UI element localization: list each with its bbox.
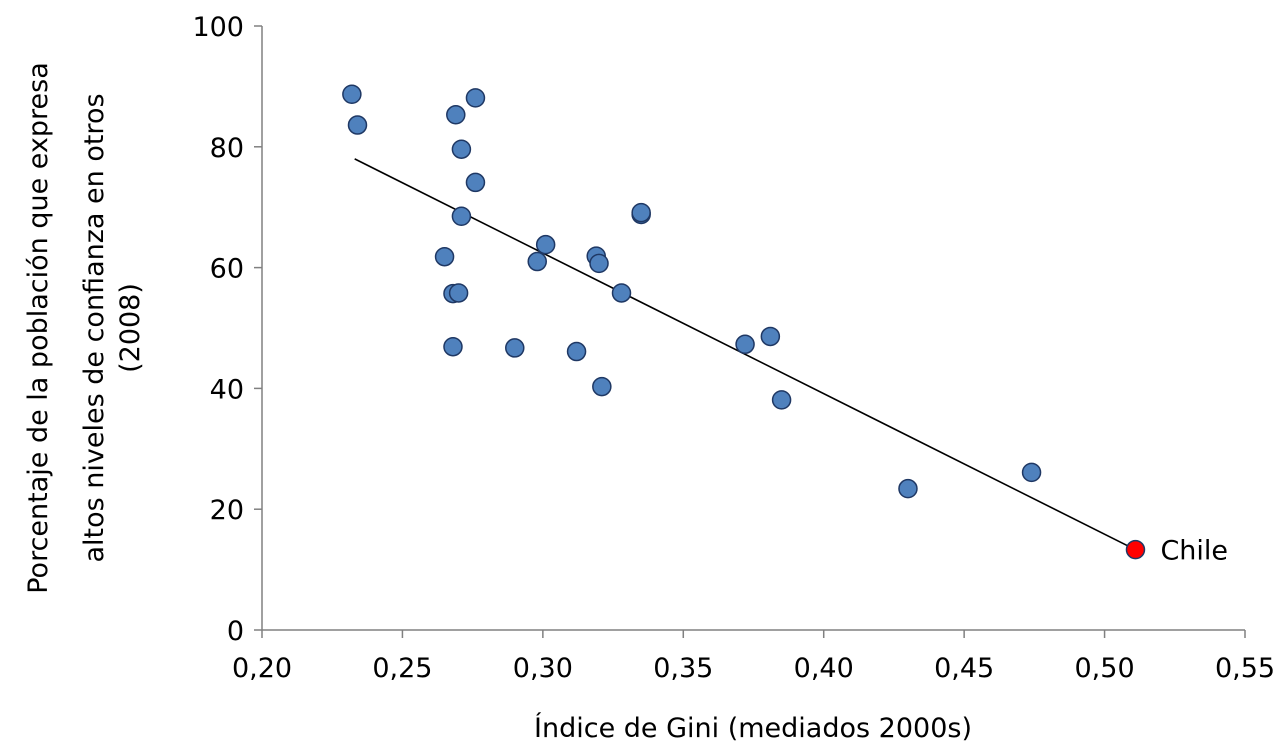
data-points	[342, 84, 1042, 499]
data-point	[771, 390, 792, 410]
x-tick-label: 0,45	[934, 653, 994, 684]
data-point	[451, 139, 472, 159]
data-point	[631, 202, 651, 223]
x-tick-label: 0,25	[372, 653, 432, 684]
y-tick-label: 100	[192, 12, 244, 43]
data-point	[434, 246, 455, 267]
data-point	[566, 341, 587, 362]
data-point	[451, 206, 472, 227]
x-tick-label: 0,55	[1215, 653, 1275, 684]
data-point	[465, 172, 486, 193]
data-point	[448, 283, 469, 303]
data-point	[735, 334, 755, 355]
data-point	[535, 234, 556, 255]
data-point	[527, 251, 547, 272]
data-point	[760, 326, 781, 347]
data-point	[898, 478, 918, 499]
data-point	[611, 283, 632, 303]
data-point	[347, 115, 368, 135]
y-axis-title-line-2: altos niveles de confianza en otros	[79, 93, 110, 562]
data-point	[505, 338, 525, 358]
data-point	[443, 336, 463, 357]
x-tick-label: 0,40	[794, 653, 854, 684]
trendline	[354, 158, 1136, 551]
highlight-group: Chile	[1125, 536, 1228, 567]
x-tick-label: 0,30	[513, 653, 573, 684]
x-tick-label: 0,50	[1075, 653, 1135, 684]
x-tick-label: 0,20	[232, 653, 292, 684]
y-axis-title-line-3: (2008)	[115, 283, 146, 373]
highlight-data-point	[1125, 539, 1146, 560]
y-axis-title: Porcentaje de la población que expresa a…	[23, 62, 146, 594]
data-point	[342, 84, 362, 105]
x-tick-label: 0,35	[653, 653, 713, 684]
y-tick-label: 80	[210, 133, 244, 164]
highlight-point-label: Chile	[1160, 536, 1228, 567]
y-axis-title-line-1: Porcentaje de la población que expresa	[23, 62, 54, 594]
axes: 0 20 40 60 80 100 0,20 0,25 0,30 0,35 0,40 0,45 0,50…	[192, 12, 1275, 684]
data-point	[592, 376, 612, 397]
data-point	[465, 88, 486, 108]
data-point	[1021, 462, 1042, 483]
data-point	[446, 105, 466, 125]
y-tick-label: 60	[210, 254, 244, 285]
y-tick-label: 20	[210, 495, 244, 526]
y-tick-label: 0	[227, 616, 244, 647]
data-point	[589, 253, 609, 274]
trendline-group	[354, 158, 1136, 551]
y-tick-label: 40	[210, 374, 244, 405]
x-axis-title: Índice de Gini (mediados 2000s)	[534, 712, 972, 744]
